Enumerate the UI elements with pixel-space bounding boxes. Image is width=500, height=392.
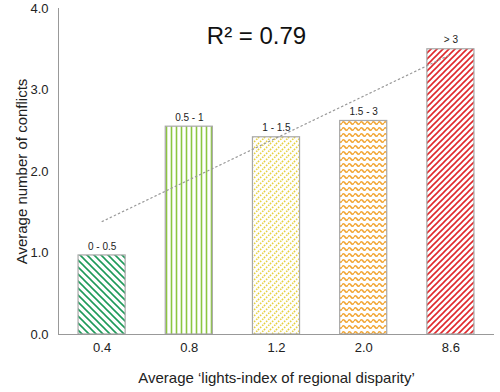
svg-text:1.5 - 3: 1.5 - 3 bbox=[350, 106, 379, 117]
svg-text:8.6: 8.6 bbox=[442, 340, 460, 355]
svg-text:Average number of conflicts: Average number of conflicts bbox=[13, 79, 30, 265]
svg-text:Average ‘lights-index of regio: Average ‘lights-index of regional dispar… bbox=[138, 369, 415, 386]
svg-text:0.4: 0.4 bbox=[93, 340, 111, 355]
svg-text:1 - 1.5: 1 - 1.5 bbox=[262, 122, 291, 133]
svg-text:0.5 - 1: 0.5 - 1 bbox=[175, 112, 204, 123]
svg-text:4.0: 4.0 bbox=[30, 1, 48, 16]
svg-text:3.0: 3.0 bbox=[30, 82, 48, 97]
svg-text:2.0: 2.0 bbox=[355, 340, 373, 355]
svg-text:> 3: > 3 bbox=[444, 34, 459, 45]
svg-text:0.0: 0.0 bbox=[30, 327, 48, 342]
svg-text:1.0: 1.0 bbox=[30, 245, 48, 260]
svg-text:2.0: 2.0 bbox=[30, 164, 48, 179]
svg-text:1.2: 1.2 bbox=[267, 340, 285, 355]
svg-text:R² = 0.79: R² = 0.79 bbox=[207, 22, 306, 49]
svg-text:0 - 0.5: 0 - 0.5 bbox=[88, 241, 117, 252]
svg-text:0.8: 0.8 bbox=[180, 340, 198, 355]
